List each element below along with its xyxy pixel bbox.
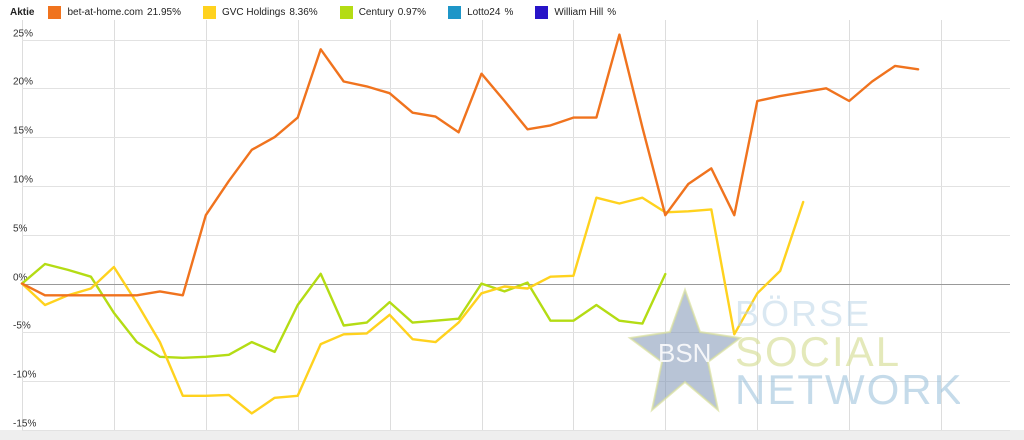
y-axis: 25% 20% 15% 10% 5% 0% -5% -10% -15% (13, 29, 36, 430)
legend-title: Aktie (10, 6, 35, 18)
y-tick-label: 10% (13, 175, 33, 186)
legend-series-value: 21.95% (147, 6, 181, 18)
grid (22, 20, 1010, 431)
y-tick-label: -10% (13, 370, 36, 381)
series-line-bet-at-home-com (20, 33, 920, 297)
legend-series-name: bet-at-home.com (67, 6, 144, 18)
legend-series-name: Century (358, 6, 394, 18)
legend-entry-gvc-holdings[interactable]: GVC Holdings 8.36% (202, 5, 318, 19)
legend-swatch (448, 5, 462, 19)
y-tick-label: 20% (13, 77, 33, 88)
y-tick-label: 15% (13, 126, 33, 137)
legend-swatch (535, 5, 549, 19)
watermark-line1: BÖRSE (735, 293, 871, 334)
legend-entry-century[interactable]: Century 0.97% (339, 5, 427, 19)
legend-series-value: 8.36% (289, 6, 318, 18)
legend-series-name: Lotto24 (467, 6, 501, 18)
y-tick-label: -15% (13, 419, 36, 430)
legend-entry-william-hill[interactable]: William Hill % (535, 5, 617, 19)
legend-swatch (202, 5, 216, 19)
watermark-badge: BSN (658, 338, 711, 368)
legend-swatch (48, 5, 62, 19)
legend-series-name: GVC Holdings (221, 6, 286, 18)
bsn-watermark: BSN BÖRSE SOCIAL NETWORK (627, 287, 960, 413)
legend-series-name: William Hill (554, 6, 604, 18)
series-line-gvc-holdings (20, 196, 805, 415)
watermark-line3: NETWORK (735, 366, 960, 413)
legend: Aktie bet-at-home.com 21.95% GVC Holding… (10, 4, 638, 20)
legend-entry-bet-at-home[interactable]: bet-at-home.com 21.95% (48, 5, 181, 19)
y-tick-label: 0% (13, 273, 28, 284)
y-tick-label: 5% (13, 224, 28, 235)
legend-series-value: % (504, 6, 514, 18)
watermark-line2: SOCIAL (735, 328, 901, 375)
bottom-strip (0, 430, 1024, 440)
legend-entry-lotto24[interactable]: Lotto24 % (448, 5, 514, 19)
legend-swatch (339, 5, 353, 19)
series-line-century (20, 262, 667, 359)
y-tick-label: -5% (13, 321, 31, 332)
legend-series-value: 0.97% (397, 6, 427, 18)
y-tick-label: 25% (13, 29, 33, 40)
series-layer (20, 33, 920, 415)
star-icon (627, 287, 743, 413)
legend-series-value: % (607, 6, 617, 18)
